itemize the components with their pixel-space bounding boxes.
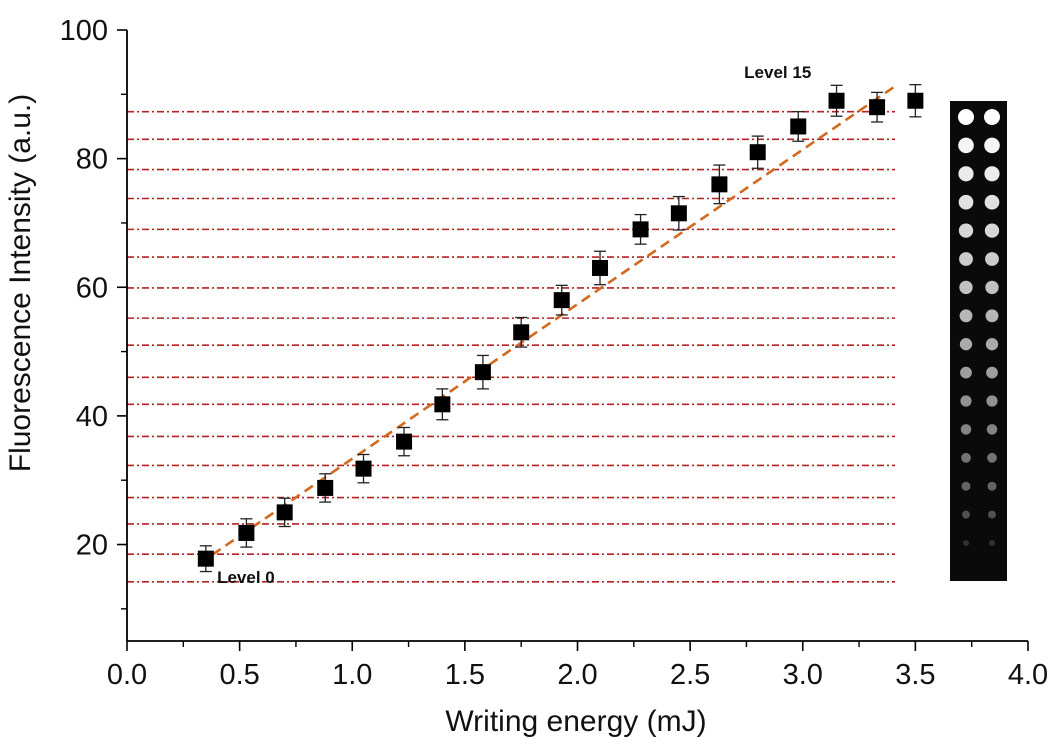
y-tick-label-4: 100 — [60, 15, 108, 47]
inset-dot-8-0 — [959, 338, 973, 351]
inset-background — [950, 101, 1007, 581]
annotations: Level 0 Level 15 — [217, 63, 811, 587]
inset-dot-0-1 — [984, 109, 1000, 125]
x-tick-label-4: 2.0 — [557, 659, 597, 691]
inset-dot-4-0 — [958, 223, 974, 238]
data-point-2 — [276, 504, 293, 521]
x-tick-label-2: 1.0 — [332, 659, 372, 691]
x-tick-label-3: 1.5 — [445, 659, 485, 691]
data-point-0 — [197, 550, 214, 567]
x-tick-label-8: 4.0 — [1008, 659, 1048, 691]
y-tick-label-1: 40 — [76, 401, 108, 433]
level-lines — [127, 110, 896, 583]
inset-dot-15-0 — [963, 540, 969, 546]
data-point-10 — [592, 259, 609, 276]
y-tick-label-0: 20 — [76, 530, 108, 562]
axes: 0.0 0.5 1.0 1.5 2.0 2.5 3.0 3.5 4.0 20 40 60 80 100 — [60, 15, 1049, 691]
inset-dot-2-1 — [984, 166, 1000, 182]
annotation-0: Level 0 — [217, 568, 275, 587]
data-point-1 — [238, 524, 255, 541]
annotation-1: Level 15 — [744, 63, 811, 82]
inset-dot-6-0 — [959, 280, 973, 295]
inset-dot-10-0 — [960, 395, 972, 407]
inset-dot-12-1 — [987, 452, 997, 463]
data-point-16 — [828, 92, 845, 109]
data-point-3 — [317, 479, 334, 496]
data-point-15 — [790, 118, 807, 135]
x-tick-label-1: 0.5 — [219, 659, 259, 691]
data-point-11 — [632, 221, 649, 238]
inset-dot-5-1 — [985, 252, 999, 266]
data-point-14 — [749, 144, 766, 161]
inset-dot-13-1 — [987, 481, 997, 491]
x-axis-title: Writing energy (mJ) — [445, 705, 706, 738]
data-point-7 — [474, 364, 491, 381]
inset-dot-5-0 — [959, 252, 973, 266]
data-point-5 — [396, 433, 413, 450]
data-point-8 — [513, 324, 530, 341]
y-tick-label-2: 60 — [76, 272, 108, 304]
y-tick-label-3: 80 — [76, 144, 108, 176]
inset-dot-13-0 — [961, 481, 971, 491]
data-point-17 — [869, 99, 886, 116]
inset-dot-4-1 — [984, 223, 1000, 238]
data-point-6 — [434, 396, 451, 413]
fit-line-group — [198, 83, 899, 565]
inset-dot-2-0 — [958, 166, 974, 182]
x-tick-label-7: 3.5 — [895, 659, 935, 691]
inset-dot-15-1 — [989, 540, 995, 546]
x-tick-label-0: 0.0 — [107, 659, 147, 691]
x-tick-label-6: 3.0 — [783, 659, 823, 691]
inset-dot-11-1 — [986, 424, 998, 435]
inset-dot-3-0 — [958, 194, 974, 210]
inset-dot-6-1 — [985, 280, 999, 295]
inset-dot-9-1 — [986, 366, 998, 379]
data-points — [197, 84, 924, 573]
inset-dot-7-0 — [959, 309, 973, 323]
inset-dot-0-0 — [958, 109, 974, 125]
inset-dot-14-0 — [962, 510, 970, 519]
inset-dot-8-1 — [985, 338, 999, 351]
inset-dot-1-0 — [958, 137, 974, 154]
inset-dot-3-1 — [984, 194, 1000, 210]
inset-dot-9-0 — [960, 366, 972, 379]
fit-line — [198, 83, 899, 565]
data-point-12 — [670, 205, 687, 222]
inset-dot-11-0 — [960, 424, 972, 435]
y-axis-title: Fluorescence Intensity (a.u.) — [4, 94, 37, 473]
data-point-4 — [355, 460, 372, 477]
data-point-18 — [907, 92, 924, 109]
inset-dot-12-0 — [961, 452, 971, 463]
data-point-13 — [711, 176, 728, 193]
x-tick-label-5: 2.5 — [670, 659, 710, 691]
inset-dot-1-1 — [984, 137, 1000, 154]
data-point-9 — [553, 292, 570, 309]
inset-dot-7-1 — [985, 309, 999, 323]
inset-dot-array-image — [950, 101, 1007, 581]
inset-dot-14-1 — [988, 510, 996, 519]
inset-dot-10-1 — [986, 395, 998, 407]
